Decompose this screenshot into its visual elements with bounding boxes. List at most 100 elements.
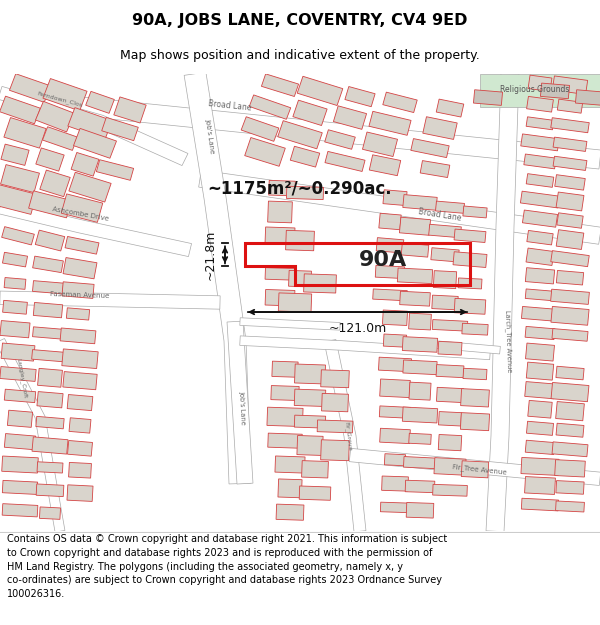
Text: Contains OS data © Crown copyright and database right 2021. This information is : Contains OS data © Crown copyright and d…: [7, 534, 448, 599]
Polygon shape: [4, 278, 26, 289]
Polygon shape: [39, 93, 600, 169]
Polygon shape: [409, 382, 431, 400]
Polygon shape: [114, 97, 146, 123]
Polygon shape: [67, 485, 93, 501]
Polygon shape: [297, 76, 343, 106]
Polygon shape: [68, 107, 112, 139]
Polygon shape: [37, 392, 63, 408]
Polygon shape: [525, 289, 555, 301]
Polygon shape: [10, 74, 50, 102]
Polygon shape: [524, 476, 556, 494]
Polygon shape: [265, 227, 295, 244]
Polygon shape: [541, 83, 569, 99]
Polygon shape: [523, 210, 557, 227]
Polygon shape: [552, 329, 588, 341]
Polygon shape: [524, 154, 556, 169]
Polygon shape: [290, 146, 320, 167]
Polygon shape: [43, 79, 87, 111]
Polygon shape: [320, 440, 349, 461]
Polygon shape: [528, 75, 552, 91]
Polygon shape: [380, 502, 410, 512]
Polygon shape: [2, 227, 34, 245]
Polygon shape: [369, 155, 401, 176]
Polygon shape: [380, 428, 410, 444]
Polygon shape: [406, 503, 434, 518]
Polygon shape: [555, 174, 585, 190]
Polygon shape: [4, 118, 46, 148]
Polygon shape: [436, 364, 464, 378]
Polygon shape: [486, 74, 519, 532]
Polygon shape: [557, 213, 583, 228]
Polygon shape: [375, 266, 405, 279]
Polygon shape: [43, 127, 77, 151]
Polygon shape: [389, 337, 500, 354]
Polygon shape: [1, 164, 40, 192]
Polygon shape: [32, 281, 64, 294]
Text: Ferndown_Clos: Ferndown_Clos: [37, 91, 83, 108]
Polygon shape: [7, 410, 32, 428]
Polygon shape: [423, 117, 457, 139]
Polygon shape: [334, 106, 367, 129]
Polygon shape: [526, 117, 554, 130]
Polygon shape: [304, 274, 337, 293]
Polygon shape: [403, 456, 437, 469]
Polygon shape: [38, 368, 62, 388]
Polygon shape: [556, 192, 584, 211]
Polygon shape: [317, 420, 353, 433]
Polygon shape: [382, 476, 409, 491]
Polygon shape: [383, 190, 407, 206]
Polygon shape: [526, 268, 554, 284]
Polygon shape: [276, 504, 304, 520]
Polygon shape: [4, 434, 35, 450]
Polygon shape: [275, 456, 305, 473]
Polygon shape: [411, 139, 449, 158]
Polygon shape: [439, 411, 461, 426]
Polygon shape: [380, 379, 410, 398]
Polygon shape: [240, 318, 340, 330]
Polygon shape: [401, 243, 429, 257]
Polygon shape: [69, 173, 111, 202]
Polygon shape: [0, 291, 220, 309]
Polygon shape: [376, 238, 404, 253]
Text: Map shows position and indicative extent of the property.: Map shows position and indicative extent…: [120, 49, 480, 62]
Polygon shape: [462, 323, 488, 335]
Polygon shape: [32, 327, 64, 339]
Polygon shape: [289, 271, 311, 287]
Polygon shape: [286, 231, 314, 251]
Polygon shape: [62, 349, 98, 369]
Polygon shape: [526, 362, 554, 380]
Polygon shape: [557, 99, 583, 113]
Polygon shape: [525, 326, 555, 339]
Polygon shape: [379, 406, 410, 418]
Polygon shape: [265, 289, 295, 306]
Polygon shape: [382, 310, 407, 326]
Text: Job's Lane: Job's Lane: [238, 390, 246, 424]
Polygon shape: [428, 224, 461, 238]
Polygon shape: [526, 174, 554, 188]
Polygon shape: [436, 201, 464, 213]
Polygon shape: [556, 501, 584, 512]
Polygon shape: [294, 389, 326, 406]
Polygon shape: [432, 295, 458, 310]
Polygon shape: [67, 308, 89, 320]
Text: 90A: 90A: [358, 249, 407, 269]
Polygon shape: [268, 433, 302, 448]
Text: ~21.8m: ~21.8m: [204, 229, 217, 280]
Polygon shape: [461, 389, 490, 407]
Polygon shape: [0, 366, 36, 381]
Polygon shape: [458, 278, 482, 289]
Polygon shape: [4, 389, 36, 402]
Polygon shape: [68, 441, 92, 456]
Polygon shape: [521, 306, 559, 321]
Polygon shape: [463, 206, 487, 218]
Polygon shape: [527, 231, 553, 245]
Polygon shape: [520, 191, 560, 208]
Polygon shape: [460, 412, 490, 431]
Polygon shape: [409, 433, 431, 444]
Polygon shape: [245, 138, 285, 166]
Polygon shape: [397, 268, 433, 284]
Polygon shape: [61, 194, 103, 222]
Polygon shape: [71, 152, 99, 176]
Polygon shape: [383, 334, 407, 348]
Polygon shape: [299, 486, 331, 500]
